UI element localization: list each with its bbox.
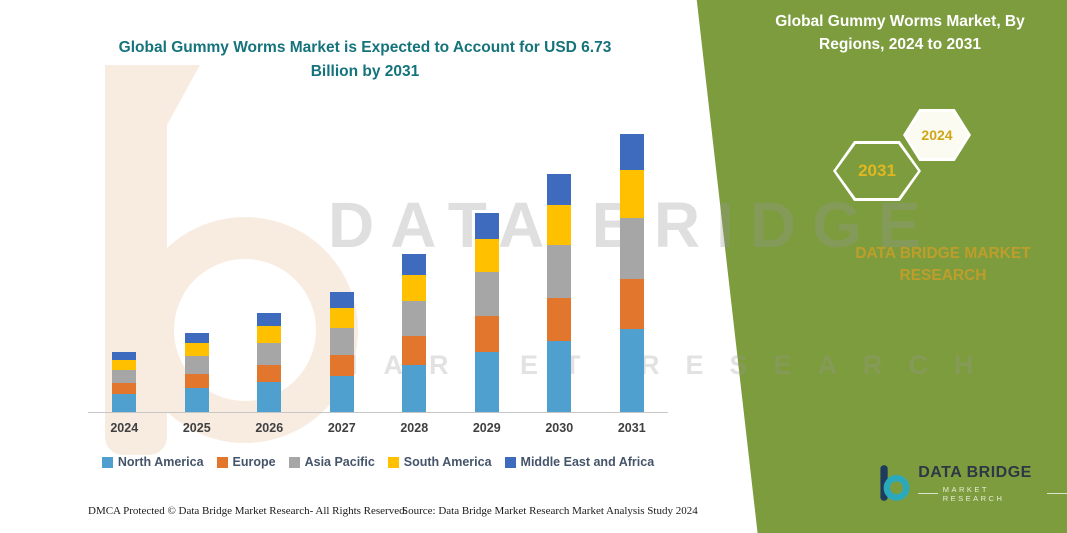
legend-label: Middle East and Africa [520,455,655,469]
bar-segment-south-america [112,359,137,370]
bar-segment-asia-pacific [184,356,209,374]
bar-column-2025 [184,332,209,412]
x-axis-label: 2026 [255,421,284,435]
bar-segment-europe [257,364,282,383]
databridge-logo-tagline-row: MARKET RESEARCH [918,485,1067,503]
bar-segment-north-america [402,364,427,412]
panel-brand-text: DATA BRIDGE MARKET RESEARCH [855,245,1031,285]
hexagon-badge-2031: 2031 [833,141,921,201]
legend-label: Europe [232,455,276,469]
bar-column-2030 [547,174,572,412]
bar-segment-asia-pacific [547,245,572,298]
bar-segment-asia-pacific [402,301,427,336]
databridge-logo: DATA BRIDGE MARKET RESEARCH [878,460,1067,506]
bar-segment-middle-east-and-africa [402,253,427,275]
hexagon-badge-2031-inner: 2031 [836,144,918,198]
bar-segment-north-america [329,376,354,412]
bar-segment-south-america [474,238,499,273]
bar-segment-north-america [547,340,572,412]
databridge-logo-text: DATA BRIDGE MARKET RESEARCH [918,464,1067,503]
tagline-line-left [918,493,938,494]
bar-segment-north-america [619,328,644,412]
hexagon-badge-2031-label: 2031 [858,161,896,180]
bar-segment-asia-pacific [112,369,137,384]
legend-item: Asia Pacific [288,455,375,469]
bar-column-2024 [112,351,137,412]
chart-plot [88,123,668,413]
legend-item: Middle East and Africa [504,455,655,469]
legend-swatch [504,456,516,468]
bar-column-2028 [402,253,427,412]
bar-segment-europe [474,316,499,353]
bar-segment-middle-east-and-africa [184,332,209,343]
bar-segment-europe [329,354,354,377]
bar-segment-middle-east-and-africa [474,212,499,239]
legend-item: North America [101,455,204,469]
databridge-logo-tagline: MARKET RESEARCH [942,484,1005,503]
bar-segment-europe [547,297,572,341]
bar-segment-europe [402,336,427,365]
bar-segment-south-america [329,308,354,329]
bar-segment-asia-pacific [257,342,282,365]
chart-title: Global Gummy Worms Market is Expected to… [118,39,612,81]
legend-swatch [387,456,399,468]
bar-segment-middle-east-and-africa [257,313,282,326]
bar-segment-south-america [257,325,282,343]
bar-segment-middle-east-and-africa [547,174,572,205]
bar-column-2029 [474,212,499,412]
bar-segment-south-america [402,274,427,302]
bar-segment-south-america [619,170,644,218]
bar-segment-middle-east-and-africa [619,134,644,171]
x-axis-label: 2030 [545,421,574,435]
legend-item: South America [387,455,492,469]
x-axis-label: 2027 [327,421,356,435]
bar-segment-europe [112,383,137,394]
bar-column-2031 [619,134,644,412]
footer-dmca-text: DMCA Protected © Data Bridge Market Rese… [88,505,408,517]
hexagon-badge-2024-inner: 2024 [906,112,968,158]
legend-label: North America [117,455,204,469]
bar-segment-south-america [547,204,572,246]
x-axis-label: 2024 [110,421,139,435]
legend-label: Asia Pacific [304,455,375,469]
bar-segment-north-america [474,352,499,412]
bar-segment-north-america [112,393,137,412]
bar-segment-europe [184,373,209,389]
tagline-line-right [1047,493,1067,494]
bar-segment-europe [619,278,644,329]
databridge-logo-brand: DATA BRIDGE [918,463,1032,481]
databridge-logo-icon [880,465,910,501]
bar-segment-asia-pacific [329,328,354,355]
bar-segment-middle-east-and-africa [329,292,354,309]
x-axis-label: 2029 [472,421,501,435]
bar-segment-north-america [184,388,209,412]
stacked-bar-chart: 2024 2025 2026 2027 2028 2029 2030 2031 North A… [88,123,668,469]
x-axis-label: 2028 [400,421,429,435]
bar-column-2026 [257,313,282,412]
legend-swatch [216,456,228,468]
chart-legend: North America Europe Asia Pacific South Ame… [88,455,668,469]
legend-swatch [288,456,300,468]
bar-segment-asia-pacific [619,217,644,279]
footer-source-text: Source: Data Bridge Market Research Mark… [402,505,698,517]
hexagon-badge-2024-label: 2024 [921,127,953,143]
hexagon-badge-2024: 2024 [903,109,971,161]
x-axis: 2024 2025 2026 2027 2028 2029 2030 2031 [88,421,668,435]
x-axis-label: 2031 [617,421,646,435]
bar-segment-south-america [184,342,209,357]
bar-segment-middle-east-and-africa [112,351,137,360]
x-axis-label: 2025 [182,421,211,435]
watermark-subtitle: MARKET RESEARCH [335,350,1000,380]
legend-item: Europe [216,455,276,469]
bar-column-2027 [329,292,354,412]
panel-title: Global Gummy Worms Market, By Regions, 2… [775,13,1025,54]
bar-segment-north-america [257,382,282,412]
legend-swatch [101,456,113,468]
legend-label: South America [403,455,492,469]
bar-segment-asia-pacific [474,272,499,317]
